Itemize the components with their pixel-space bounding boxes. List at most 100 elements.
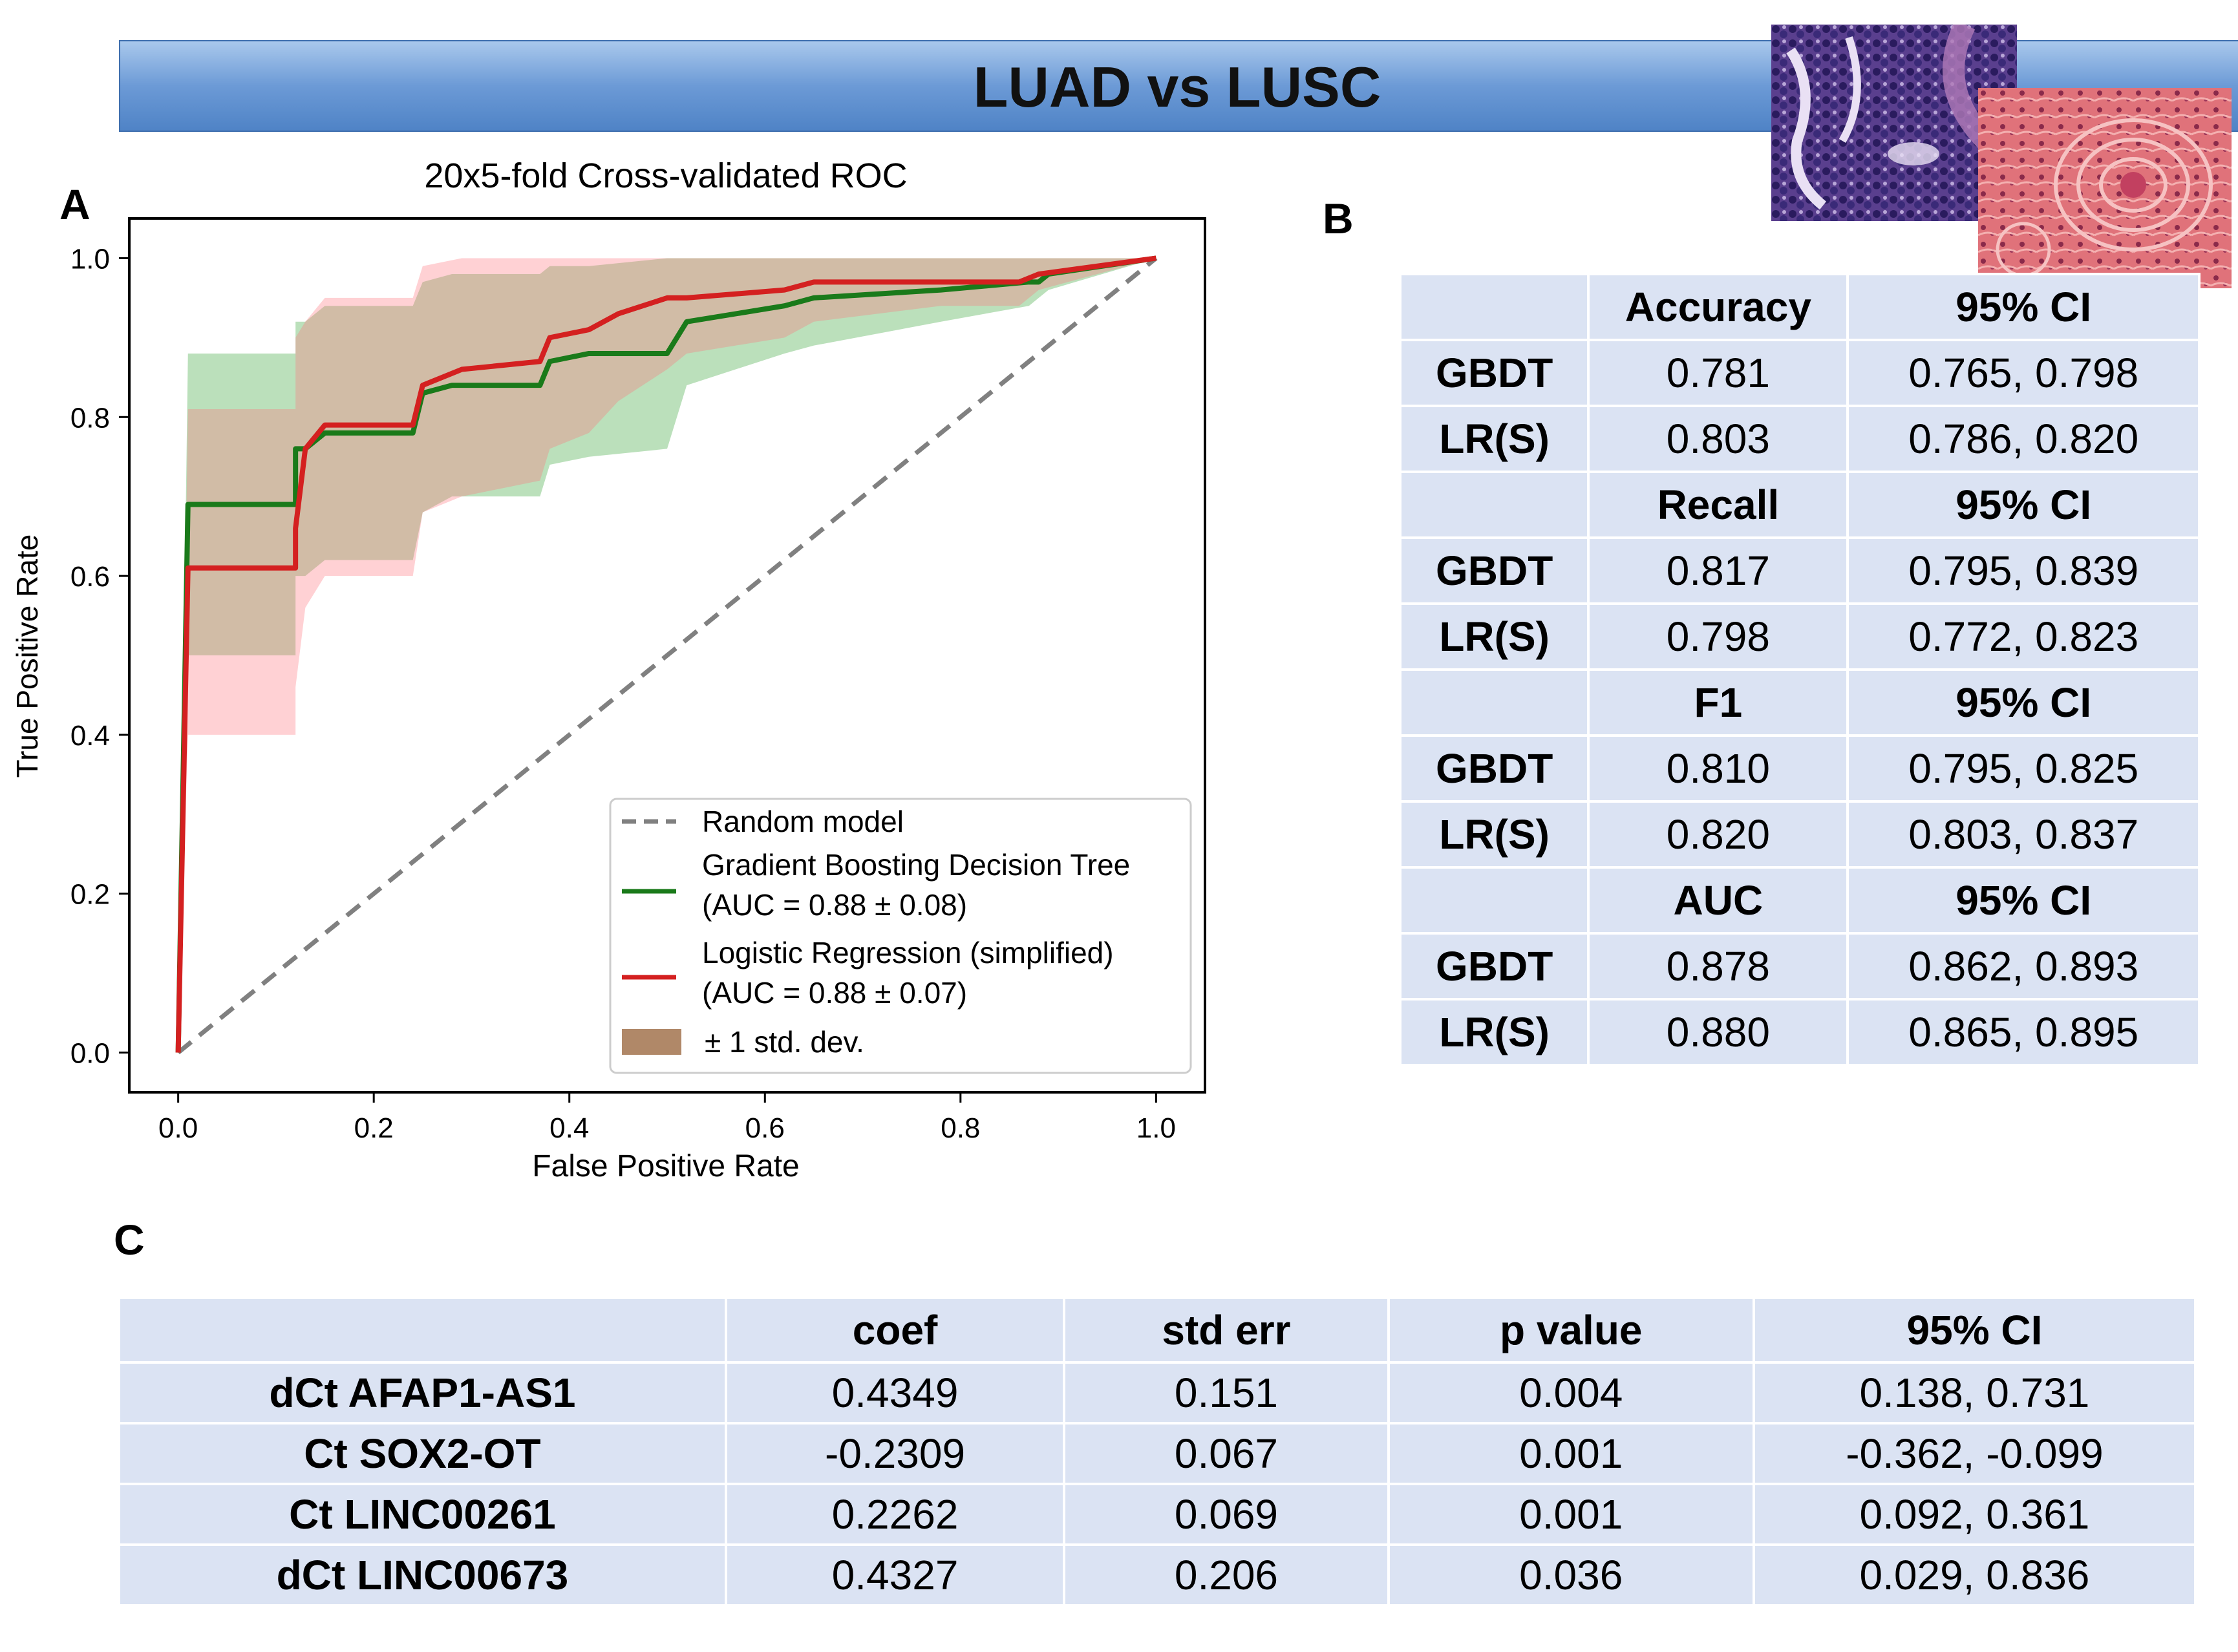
empty-cell [1398,866,1590,935]
metric-name: Accuracy [1587,273,1849,341]
column-header [118,1297,727,1364]
table-row: LR(S) 0.803 0.786, 0.820 [1398,405,2201,473]
table-cell: 0.092, 0.361 [1752,1483,2197,1546]
page-title: LUAD vs LUSC [973,55,1381,119]
table-cell: 0.206 [1063,1543,1390,1607]
metric-name: F1 [1587,668,1849,737]
column-header: std err [1063,1297,1390,1364]
model-name: GBDT [1398,932,1590,1001]
table-row: LR(S) 0.798 0.772, 0.823 [1398,602,2201,671]
lr-std-band [178,258,1156,1053]
table-row: Ct LINC00261 0.2262 0.069 0.001 0.092, 0.361 [118,1483,2197,1546]
y-tick-label: 0.8 [70,402,110,434]
table-cell: 0.4349 [724,1361,1066,1424]
table-cell: 0.001 [1387,1422,1755,1485]
table-cell: 0.4327 [724,1543,1066,1607]
y-tick-label: 0.2 [70,879,110,911]
x-axis-label: False Positive Rate [532,1149,800,1183]
metric-value: 0.810 [1587,734,1849,803]
empty-cell [1398,273,1590,341]
table-cell: 0.138, 0.731 [1752,1361,2197,1424]
legend-band-label: ± 1 std. dev. [705,1025,864,1059]
variable-name: dCt LINC00673 [118,1543,727,1607]
model-name: LR(S) [1398,800,1590,869]
table-cell: 0.067 [1063,1422,1390,1485]
variable-name: dCt AFAP1-AS1 [118,1361,727,1424]
panel-c-label: C [114,1216,145,1264]
y-axis-label: True Positive Rate [10,535,44,778]
ci-header: 95% CI [1846,866,2201,935]
ci-value: 0.865, 0.895 [1846,998,2201,1066]
metric-value: 0.817 [1587,536,1849,605]
legend-random-label: Random model [702,805,904,838]
metric-header-row: F1 95% CI [1398,668,2201,737]
x-tick-label: 0.0 [158,1112,198,1144]
metric-header-row: AUC 95% CI [1398,866,2201,935]
empty-cell [1398,471,1590,539]
metric-value: 0.880 [1587,998,1849,1066]
variable-name: Ct SOX2-OT [118,1422,727,1485]
metric-value: 0.803 [1587,405,1849,473]
panel-b-label: B [1323,195,1354,242]
column-header: 95% CI [1752,1297,2197,1364]
plot-frame [128,217,1206,1094]
column-header: p value [1387,1297,1755,1364]
x-tick-label: 1.0 [1136,1112,1176,1144]
roc-chart: 20x5-fold Cross-validated ROC False Posi… [10,156,1206,1183]
table-row: GBDT 0.878 0.862, 0.893 [1398,932,2201,1001]
table-row: dCt LINC00673 0.4327 0.206 0.036 0.029, 0.83… [118,1543,2197,1607]
ci-value: 0.795, 0.825 [1846,734,2201,803]
x-tick-label: 0.2 [354,1112,394,1144]
y-tick-label: 0.0 [70,1038,110,1070]
table-row: GBDT 0.817 0.795, 0.839 [1398,536,2201,605]
gbdt-roc-line [175,255,1156,1053]
table-row: GBDT 0.810 0.795, 0.825 [1398,734,2201,803]
table-row: Ct SOX2-OT -0.2309 0.067 0.001 -0.362, -0.09… [118,1422,2197,1485]
model-name: GBDT [1398,734,1590,803]
ci-value: 0.862, 0.893 [1846,932,2201,1001]
metric-header-row: Accuracy 95% CI [1398,273,2201,341]
variable-name: Ct LINC00261 [118,1483,727,1546]
y-tick-label: 0.4 [70,720,110,752]
y-tick-label: 0.6 [70,561,110,593]
chart-title: 20x5-fold Cross-validated ROC [424,156,907,195]
model-name: GBDT [1398,339,1590,407]
metric-header-row: Recall 95% CI [1398,471,2201,539]
x-tick-label: 0.4 [549,1112,589,1144]
table-header-row: coef std err p value 95% CI [118,1297,2197,1364]
legend: Random model Gradient Boosting Decision … [609,798,1192,1074]
metric-value: 0.781 [1587,339,1849,407]
ci-value: 0.803, 0.837 [1846,800,2201,869]
table-cell: 0.004 [1387,1361,1755,1424]
table-cell: 0.2262 [724,1483,1066,1546]
column-header: coef [724,1297,1066,1364]
ci-value: 0.772, 0.823 [1846,602,2201,671]
panel-a-label: A [59,180,91,228]
legend-box [609,798,1192,1074]
table-row: dCt AFAP1-AS1 0.4349 0.151 0.004 0.138, 0.73… [118,1361,2197,1424]
ci-header: 95% CI [1846,471,2201,539]
random-model-line [176,256,1158,1055]
ci-header: 95% CI [1846,273,2201,341]
table-row: LR(S) 0.880 0.865, 0.895 [1398,998,2201,1066]
empty-cell [1398,668,1590,737]
model-name: LR(S) [1398,602,1590,671]
metric-value: 0.820 [1587,800,1849,869]
table-cell: -0.2309 [724,1422,1066,1485]
model-name: LR(S) [1398,405,1590,473]
table-cell: -0.362, -0.099 [1752,1422,2197,1485]
x-tick-label: 0.8 [941,1112,980,1144]
legend-gbdt-label: Gradient Boosting Decision Tree [702,848,1130,882]
legend-lr-auc: (AUC = 0.88 ± 0.07) [702,976,967,1010]
ci-value: 0.786, 0.820 [1846,405,2201,473]
table-row: GBDT 0.781 0.765, 0.798 [1398,339,2201,407]
gbdt-std-band [178,258,1156,1053]
table-cell: 0.029, 0.836 [1752,1543,2197,1607]
metric-name: AUC [1587,866,1849,935]
metric-value: 0.798 [1587,602,1849,671]
table-cell: 0.151 [1063,1361,1390,1424]
table-cell: 0.001 [1387,1483,1755,1546]
metric-value: 0.878 [1587,932,1849,1001]
ci-value: 0.765, 0.798 [1846,339,2201,407]
table-cell: 0.069 [1063,1483,1390,1546]
